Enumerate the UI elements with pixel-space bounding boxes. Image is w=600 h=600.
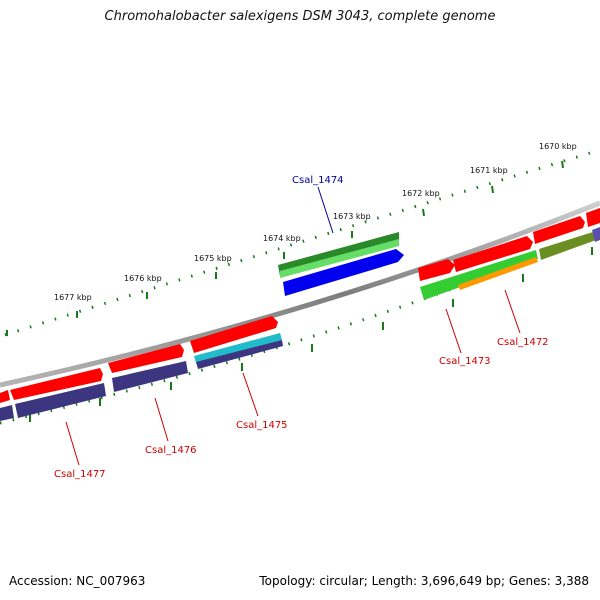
outer-scale-dots <box>4 148 600 337</box>
gene-arrow[interactable] <box>108 344 184 373</box>
tick-label: 1677 kbp <box>54 293 92 302</box>
tick-label: 1674 kbp <box>263 234 301 243</box>
gene-labels: Csal_1474 Csal_1472 Csal_1473 Csal_1475 … <box>54 175 549 480</box>
gene-arrow[interactable] <box>194 333 282 363</box>
gene-arrow[interactable] <box>592 227 600 242</box>
gene-arrow[interactable] <box>0 405 14 421</box>
tick-label: 1671 kbp <box>470 166 508 175</box>
genome-summary-text: Topology: circular; Length: 3,696,649 bp… <box>259 574 589 588</box>
gene-arrow[interactable] <box>533 216 585 244</box>
gene-label-csal-1477[interactable]: Csal_1477 <box>54 469 106 480</box>
gene-arrow[interactable] <box>283 249 404 296</box>
gene-arrow[interactable] <box>420 250 538 300</box>
right-red-features <box>418 208 600 300</box>
gene-arrow[interactable] <box>539 232 596 260</box>
gene-arrow[interactable] <box>10 368 103 400</box>
gene-arrow[interactable] <box>453 236 533 272</box>
gene-label-csal-1472[interactable]: Csal_1472 <box>497 337 549 348</box>
genome-backbone <box>0 200 600 388</box>
gene-arrow[interactable] <box>112 361 188 392</box>
tick-label: 1675 kbp <box>194 254 232 263</box>
left-lower-features <box>0 333 283 421</box>
tick-label: 1676 kbp <box>124 274 162 283</box>
accession-text: Accession: NC_007963 <box>9 574 146 588</box>
gene-arrow[interactable] <box>15 383 106 418</box>
tick-label: 1670 kbp <box>539 142 577 151</box>
scale-labels: 1670 kbp 1671 kbp 1672 kbp 1673 kbp 1674… <box>54 142 577 302</box>
gene-arrow[interactable] <box>458 257 538 290</box>
gene-label-csal-1475[interactable]: Csal_1475 <box>236 420 288 431</box>
gene-arrow[interactable] <box>190 316 278 353</box>
gene-arrow[interactable] <box>418 259 455 281</box>
map-title: Chromohalobacter salexigens DSM 3043, co… <box>104 9 496 24</box>
gene-label-csal-1474[interactable]: Csal_1474 <box>292 175 344 186</box>
gene-label-csal-1476[interactable]: Csal_1476 <box>145 445 197 456</box>
tick-label: 1672 kbp <box>402 189 440 198</box>
forward-features <box>278 232 404 296</box>
outer-major-ticks <box>6 160 564 336</box>
gene-arrow[interactable] <box>280 239 399 278</box>
gene-arrow[interactable] <box>586 208 600 227</box>
gene-arrow[interactable] <box>0 390 10 403</box>
gene-label-csal-1473[interactable]: Csal_1473 <box>439 356 491 367</box>
inner-major-ticks <box>29 247 593 422</box>
tick-label: 1673 kbp <box>333 212 371 221</box>
label-leaders <box>65 186 521 466</box>
gene-arrow[interactable] <box>196 340 283 369</box>
left-red-features <box>0 316 278 403</box>
